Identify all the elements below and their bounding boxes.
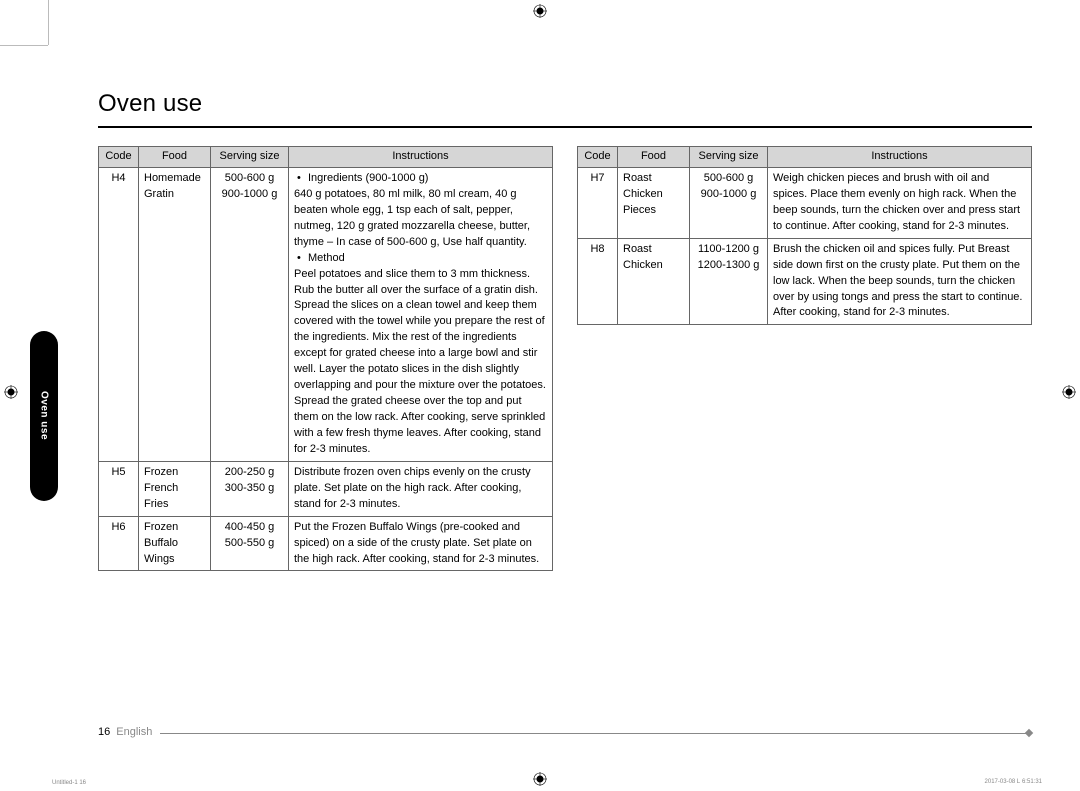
print-meta-left: Untitled-1 16 <box>52 780 86 786</box>
cell-instr: Weigh chicken pieces and brush with oil … <box>768 167 1032 238</box>
cell-serving: 1100-1200 g1200-1300 g <box>690 238 768 325</box>
table-row: H6Frozen Buffalo Wings400-450 g500-550 g… <box>99 516 553 571</box>
table-row: H5Frozen French Fries200-250 g300-350 gD… <box>99 461 553 516</box>
table-row: H8Roast Chicken1100-1200 g1200-1300 gBru… <box>578 238 1032 325</box>
cell-serving: 500-600 g900-1000 g <box>690 167 768 238</box>
side-tab: Oven use <box>30 331 58 501</box>
cell-food: Roast Chicken Pieces <box>618 167 690 238</box>
cell-code: H8 <box>578 238 618 325</box>
registration-mark-icon <box>533 772 547 786</box>
page-language: English <box>116 726 152 738</box>
th-instr: Instructions <box>289 147 553 168</box>
cell-serving: 200-250 g300-350 g <box>211 461 289 516</box>
table-row: H7Roast Chicken Pieces500-600 g900-1000 … <box>578 167 1032 238</box>
th-serving: Serving size <box>211 147 289 168</box>
cooking-table-left: Code Food Serving size Instructions H4Ho… <box>98 146 553 571</box>
cell-instr: Ingredients (900-1000 g)640 g potatoes, … <box>289 167 553 461</box>
cell-serving: 500-600 g900-1000 g <box>211 167 289 461</box>
table-row: H4Homemade Gratin500-600 g900-1000 gIngr… <box>99 167 553 461</box>
th-code: Code <box>578 147 618 168</box>
crop-mark <box>0 45 48 46</box>
th-food: Food <box>139 147 211 168</box>
th-code: Code <box>99 147 139 168</box>
footer-diamond-icon <box>1025 729 1033 737</box>
cell-instr: Put the Frozen Buffalo Wings (pre-cooked… <box>289 516 553 571</box>
th-food: Food <box>618 147 690 168</box>
cell-instr: Brush the chicken oil and spices fully. … <box>768 238 1032 325</box>
footer-line <box>160 733 1029 734</box>
cell-code: H5 <box>99 461 139 516</box>
cell-food: Frozen Buffalo Wings <box>139 516 211 571</box>
registration-mark-icon <box>4 385 18 399</box>
cell-code: H4 <box>99 167 139 461</box>
page-footer: 16 English <box>98 726 1032 738</box>
print-meta-right: 2017-03-08 Ꮮ 6:51:31 <box>985 779 1042 786</box>
cooking-table-right: Code Food Serving size Instructions H7Ro… <box>577 146 1032 325</box>
title-rule <box>98 126 1032 128</box>
th-serving: Serving size <box>690 147 768 168</box>
cell-instr: Distribute frozen oven chips evenly on t… <box>289 461 553 516</box>
page-title: Oven use <box>98 90 1032 118</box>
cell-code: H7 <box>578 167 618 238</box>
cell-code: H6 <box>99 516 139 571</box>
page-number: 16 <box>98 726 110 738</box>
crop-mark <box>48 0 49 45</box>
registration-mark-icon <box>1062 385 1076 399</box>
th-instr: Instructions <box>768 147 1032 168</box>
cell-serving: 400-450 g500-550 g <box>211 516 289 571</box>
registration-mark-icon <box>533 4 547 18</box>
cell-food: Roast Chicken <box>618 238 690 325</box>
cell-food: Homemade Gratin <box>139 167 211 461</box>
side-tab-label: Oven use <box>39 391 50 440</box>
cell-food: Frozen French Fries <box>139 461 211 516</box>
